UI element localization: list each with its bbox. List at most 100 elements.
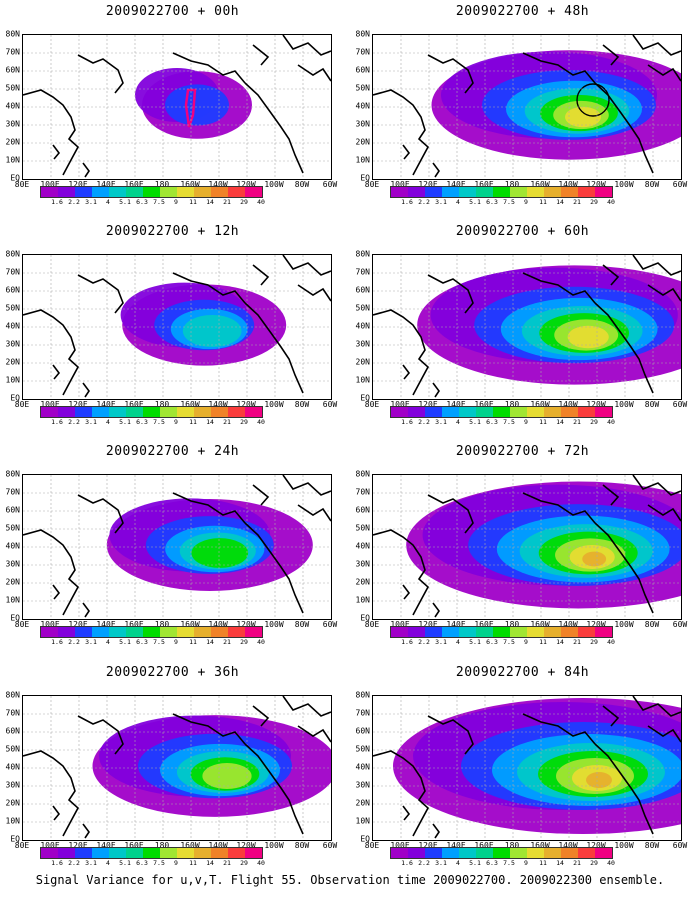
colorbar-swatch [578,407,595,417]
map-panel: 2009022700 + 36h 80N 70N 60N 50N 40N 30N 20N 10… [0,665,345,870]
colorbar [390,186,613,198]
colorbar-swatch [194,848,211,858]
colorbar-swatch [245,627,262,637]
lat-label: 20N [355,357,370,367]
colorbar-swatch [527,407,544,417]
colorbar-tick-label: 5.1 [119,859,131,867]
colorbar-tick-label: 1.6 [401,198,413,206]
lat-label: 70N [5,267,20,277]
colorbar-swatch [425,848,442,858]
colorbar-swatch [143,407,160,417]
lon-label: 60W [672,620,688,629]
panel-title: 2009022700 + 72h [455,444,590,459]
colorbar-tick-label: 11 [189,638,197,646]
colorbar-swatch [126,407,143,417]
colorbar-tick-label: 29 [240,418,248,426]
colorbar-swatch [391,187,408,197]
colorbar-tick-label: 21 [223,418,231,426]
lon-label: 80E [364,620,380,629]
colorbar-tick-label: 11 [189,418,197,426]
lon-label: 180 [504,620,520,629]
map-canvas [372,34,682,180]
lat-label: 50N [5,523,20,533]
lon-label: 100E [40,841,60,850]
lon-label: 180 [504,180,520,189]
colorbar-tick-label: 29 [240,859,248,867]
colorbar-swatch [41,407,58,417]
colorbar-swatch [92,848,109,858]
colorbar-tick-label: 21 [573,418,581,426]
lon-label: 160W [180,841,200,850]
lon-label: 80W [294,841,310,850]
lat-label: 40N [5,321,20,331]
signal-variance-field [92,715,331,817]
colorbar-swatch [459,407,476,417]
lat-label: 40N [5,101,20,111]
lat-label: 80N [355,690,370,700]
lon-label: 80E [364,180,380,189]
lon-label: 140W [208,180,228,189]
colorbar-swatch [391,848,408,858]
colorbar-swatch [510,407,527,417]
lon-label: 60W [322,400,338,409]
colorbar-tick-label: 6.3 [486,418,498,426]
lat-label: 80N [5,469,20,479]
lat-label: EQ [10,173,20,183]
signal-variance-field [120,282,287,366]
colorbar-tick-label: 7.5 [503,859,515,867]
lat-label: 40N [355,321,370,331]
colorbar-tick-label: 2.2 [68,418,80,426]
lat-label: 40N [5,762,20,772]
lon-label: 140E [446,180,466,189]
colorbar-tick-label: 21 [223,638,231,646]
lon-label: 100W [264,400,284,409]
colorbar-swatch [92,187,109,197]
colorbar-tick-label: 4 [456,198,460,206]
colorbar-swatch [476,848,493,858]
colorbar-swatch [527,187,544,197]
lon-label: 120E [418,180,438,189]
colorbar-swatch [442,627,459,637]
lat-label: 60N [5,65,20,75]
lon-label: 120E [418,620,438,629]
map-panel: 2009022700 + 12h 80N 70N 60N 50N 40N 30N 20N 10… [0,224,345,429]
colorbar-tick-label: 14 [556,859,564,867]
colorbar-swatch [493,407,510,417]
map-panel: 2009022700 + 60h 80N 70N 60N 50N 40N 30N 20N 10… [350,224,695,429]
colorbar-tick-label: 3.1 [85,198,97,206]
colorbar-swatch [391,407,408,417]
colorbar-tick-label: 9 [524,638,528,646]
colorbar-tick-label: 9 [524,198,528,206]
colorbar-swatch [211,407,228,417]
signal-variance-field [406,481,681,609]
lat-label: 10N [355,595,370,605]
colorbar-swatch [544,407,561,417]
lat-label: 10N [5,595,20,605]
colorbar-swatch [391,627,408,637]
colorbar-swatch [109,187,126,197]
colorbar-swatch [561,627,578,637]
colorbar-swatch [544,848,561,858]
map-panel: 2009022700 + 72h 80N 70N 60N 50N 40N 30N 20N 10… [350,444,695,649]
lat-label: 20N [355,798,370,808]
colorbar-tick-label: 2.2 [68,198,80,206]
lon-label: 100W [264,841,284,850]
lat-label: EQ [360,834,370,844]
colorbar-tick-label: 14 [556,198,564,206]
colorbar-swatch [245,407,262,417]
colorbar-tick-label: 21 [573,638,581,646]
lat-label: 30N [355,559,370,569]
colorbar-swatch [109,407,126,417]
colorbar-tick-label: 7.5 [153,418,165,426]
map-canvas [372,695,682,841]
colorbar-tick-label: 5.1 [119,418,131,426]
colorbar-swatch [442,187,459,197]
colorbar-tick-label: 4 [456,638,460,646]
colorbar-tick-label: 40 [257,638,265,646]
colorbar-swatch [595,848,612,858]
lon-label: 160E [474,841,494,850]
colorbar-tick-label: 5.1 [469,418,481,426]
colorbar [390,406,613,418]
lon-label: 140E [96,400,116,409]
lon-label: 140E [96,841,116,850]
